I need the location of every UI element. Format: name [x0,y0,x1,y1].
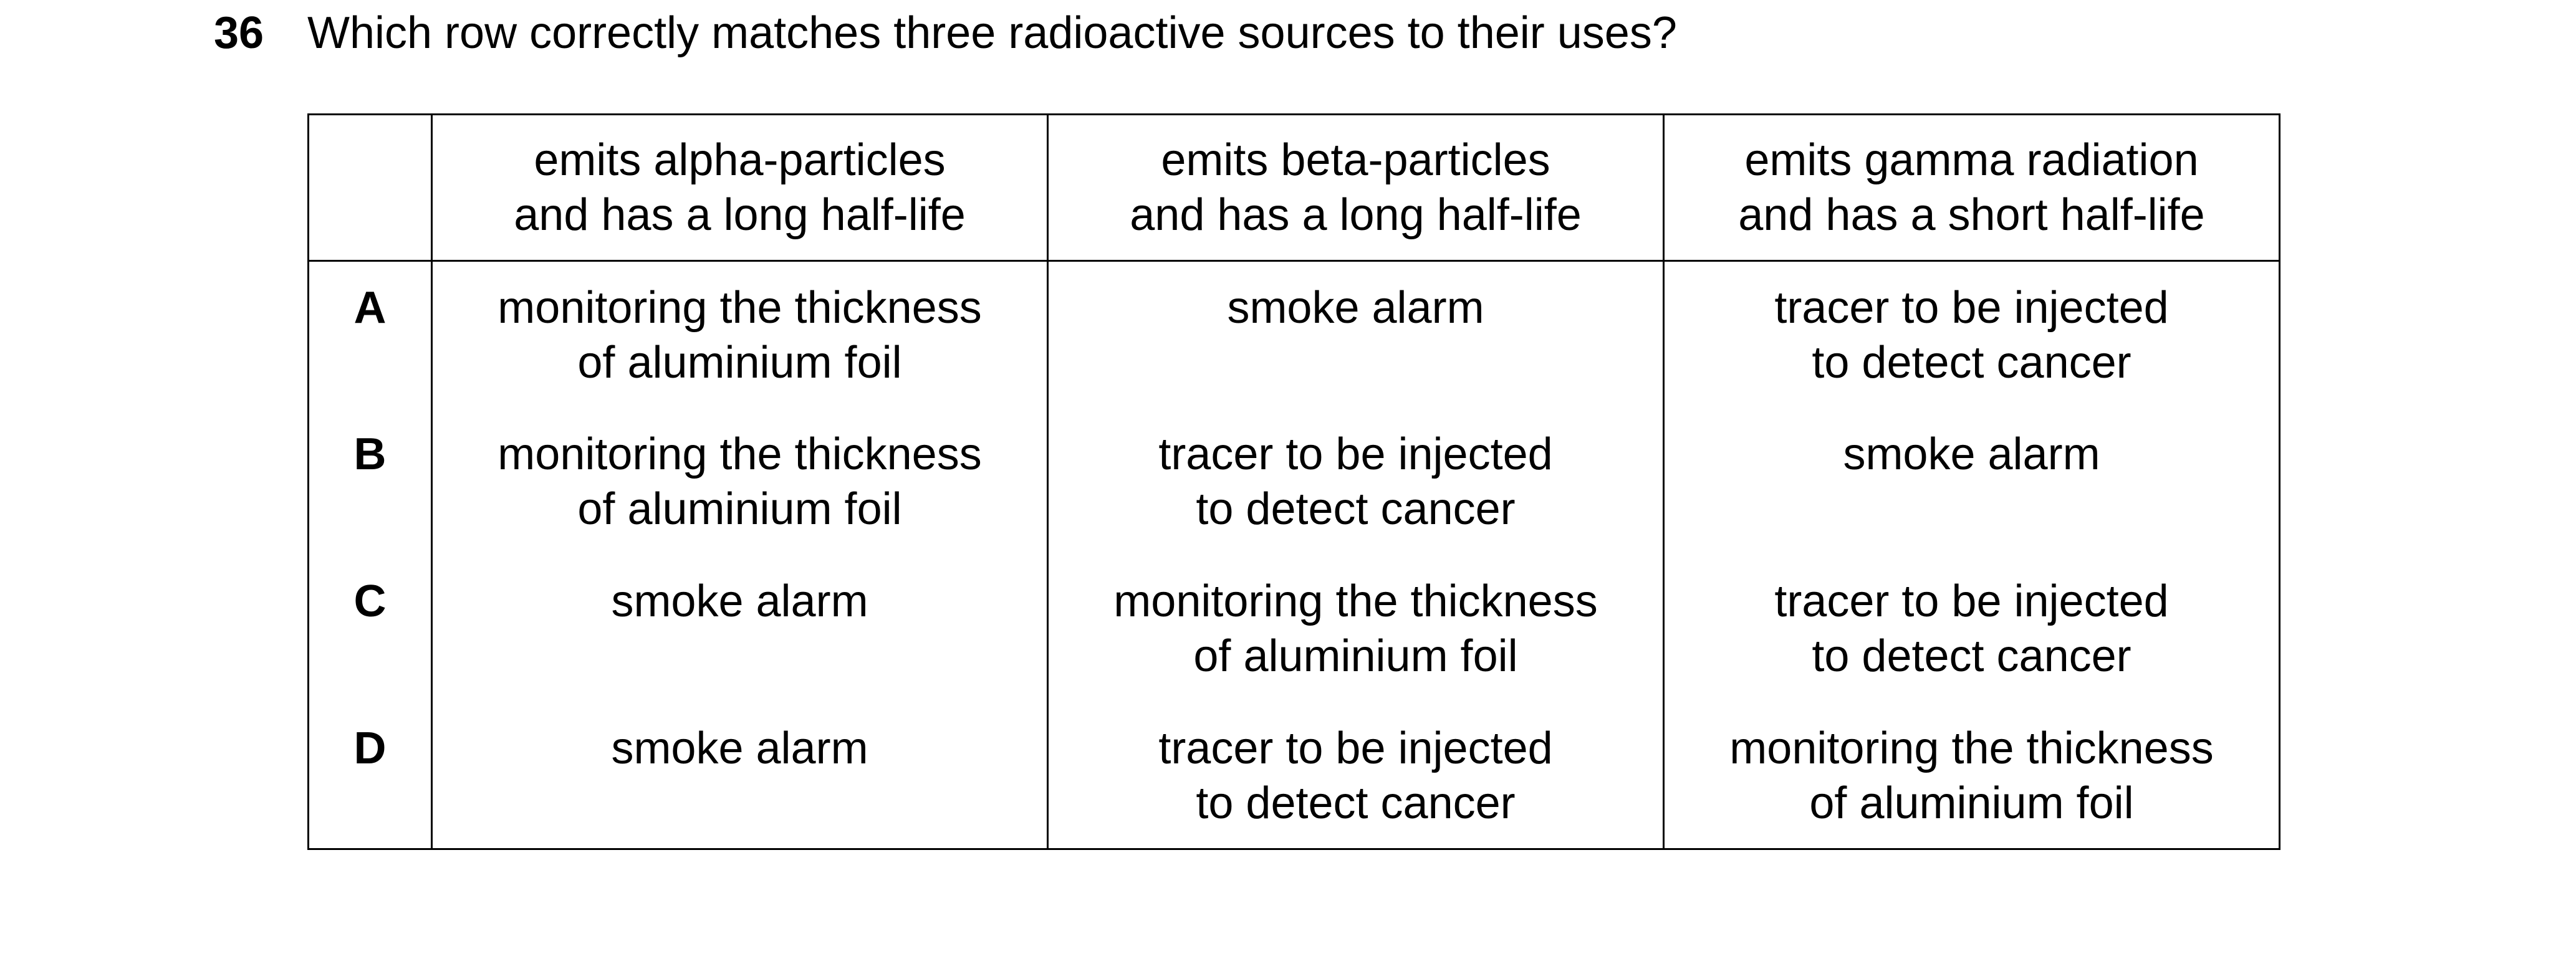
cell-line: to detect cancer [1812,631,2131,681]
question-header: 36 Which row correctly matches three rad… [214,5,1677,61]
header-cell-blank [307,113,433,262]
option-row-a: A monitoring the thickness of aluminium … [307,260,2280,408]
cell-line: of aluminium foil [1193,631,1518,681]
cell-line: of aluminium foil [1809,778,2134,828]
option-letter: A [307,260,433,408]
question-number: 36 [214,8,264,58]
cell-line: tracer to be injected [1774,576,2169,626]
table-cell: monitoring the thickness of aluminium fo… [431,408,1049,555]
table-cell: tracer to be injected to detect cancer [1663,260,2280,408]
cell-line: tracer to be injected [1774,283,2169,333]
option-letter: C [307,555,433,702]
cell-line: smoke alarm [1843,429,2100,479]
table-cell: smoke alarm [1047,260,1665,408]
cell-line: to detect cancer [1812,338,2131,388]
header-line: and has a long half-life [1130,190,1582,240]
answer-options-table: emits alpha-particles and has a long hal… [307,113,2280,850]
header-cell-gamma: emits gamma radiation and has a short ha… [1663,113,2280,262]
header-line: emits beta-particles [1161,135,1550,185]
cell-line: of aluminium foil [577,338,902,388]
cell-line: to detect cancer [1196,778,1516,828]
option-letter: B [307,408,433,555]
header-line: and has a long half-life [514,190,966,240]
cell-line: monitoring the thickness [1113,576,1598,626]
header-cell-alpha: emits alpha-particles and has a long hal… [431,113,1049,262]
cell-line: tracer to be injected [1158,723,1553,773]
table-cell: smoke alarm [431,555,1049,702]
table-cell: monitoring the thickness of aluminium fo… [1047,555,1665,702]
cell-line: monitoring the thickness [497,429,982,479]
table-cell: tracer to be injected to detect cancer [1047,408,1665,555]
header-line: emits gamma radiation [1744,135,2199,185]
header-line: emits alpha-particles [534,135,946,185]
table-cell: smoke alarm [1663,408,2280,555]
cell-line: to detect cancer [1196,484,1516,534]
table-cell: monitoring the thickness of aluminium fo… [1663,702,2280,850]
table-cell: tracer to be injected to detect cancer [1047,702,1665,850]
header-cell-beta: emits beta-particles and has a long half… [1047,113,1665,262]
table-cell: monitoring the thickness of aluminium fo… [431,260,1049,408]
cell-line: smoke alarm [611,576,868,626]
question-text: Which row correctly matches three radioa… [307,8,1677,58]
header-line: and has a short half-life [1738,190,2205,240]
cell-line: smoke alarm [611,723,868,773]
option-row-c: C smoke alarm monitoring the thickness o… [307,555,2280,702]
cell-line: tracer to be injected [1158,429,1553,479]
option-row-b: B monitoring the thickness of aluminium … [307,408,2280,555]
table-cell: tracer to be injected to detect cancer [1663,555,2280,702]
header-row: emits alpha-particles and has a long hal… [307,113,2280,262]
option-row-d: D smoke alarm tracer to be injected to d… [307,702,2280,850]
cell-line: monitoring the thickness [1729,723,2214,773]
cell-line: monitoring the thickness [497,283,982,333]
cell-line: smoke alarm [1227,283,1484,333]
cell-line: of aluminium foil [577,484,902,534]
option-letter: D [307,702,433,850]
table-cell: smoke alarm [431,702,1049,850]
